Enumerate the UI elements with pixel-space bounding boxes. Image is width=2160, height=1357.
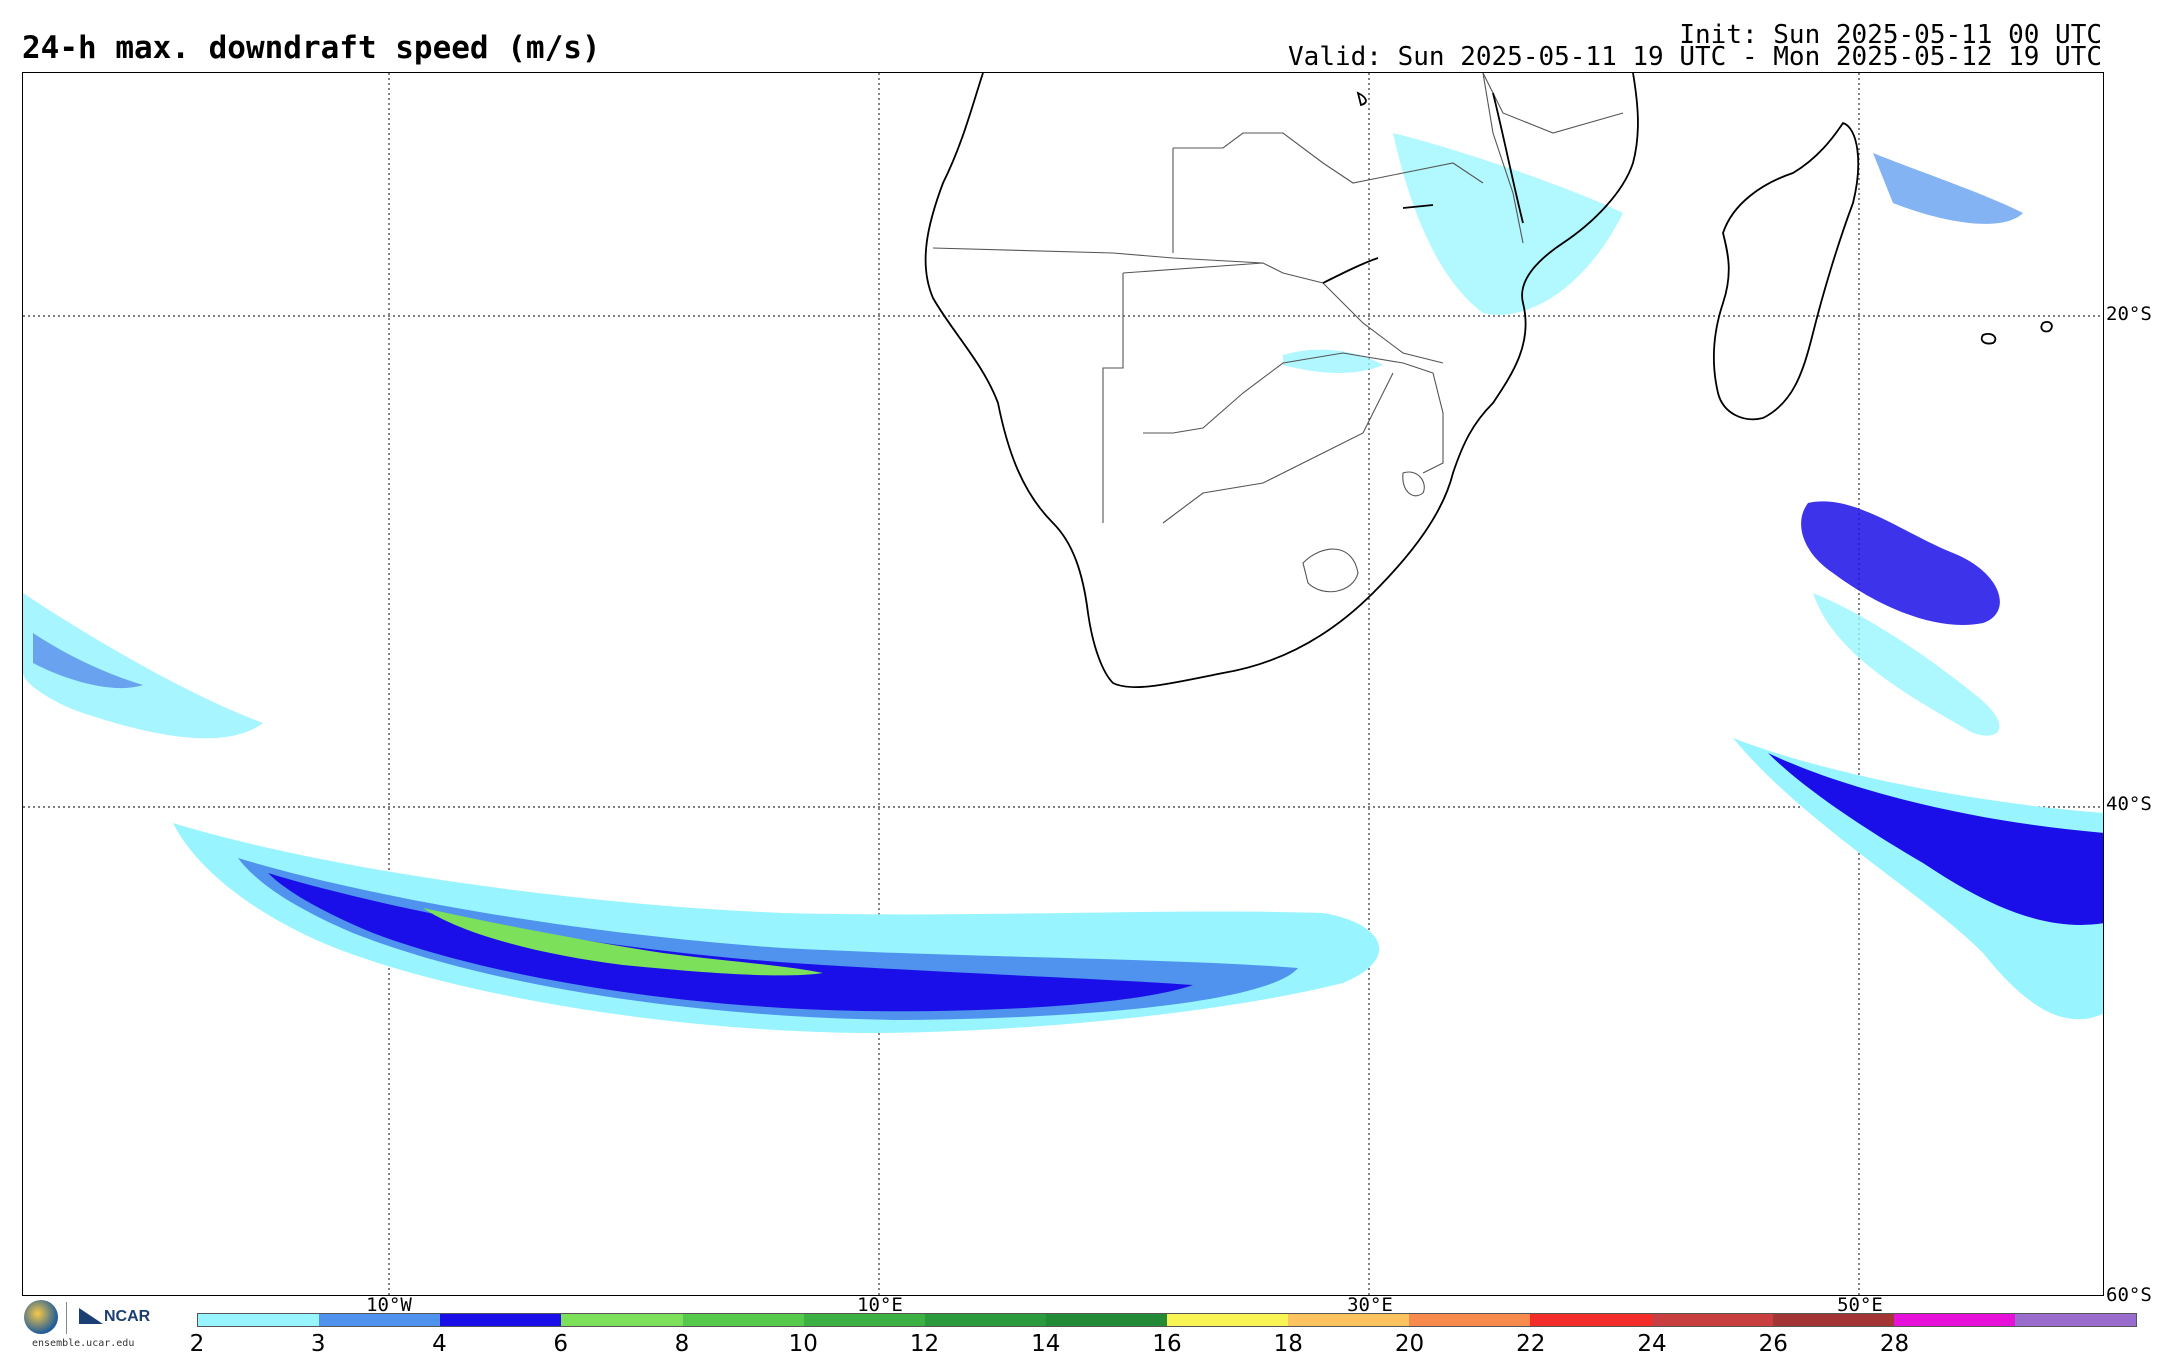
downdraft-field-south-atlantic bbox=[173, 823, 1380, 1033]
colorbar-tick-label: 12 bbox=[909, 1331, 940, 1357]
colorbar-tick-label: 24 bbox=[1637, 1331, 1667, 1357]
colorbar-segment bbox=[1045, 1314, 1167, 1326]
reunion-island bbox=[1980, 333, 1997, 345]
border-namibia-north bbox=[1122, 262, 1324, 284]
border-zimbabwe bbox=[1322, 282, 1444, 364]
colorbar bbox=[197, 1313, 2137, 1327]
field-cyan-madagascar-tail bbox=[1813, 593, 2000, 736]
downdraft-field-indian-ocean bbox=[1733, 153, 2103, 1020]
lon-label-10w: 10°W bbox=[366, 1294, 412, 1316]
colorbar-tick-label: 16 bbox=[1152, 1331, 1182, 1357]
colorbar-segment bbox=[1167, 1314, 1289, 1326]
border-botswana bbox=[1143, 352, 1434, 434]
colorbar-segment bbox=[1651, 1314, 1773, 1326]
colorbar-tick-label: 26 bbox=[1758, 1331, 1788, 1357]
colorbar-segment bbox=[440, 1314, 562, 1326]
colorbar-tick-label: 18 bbox=[1273, 1331, 1303, 1357]
border-mozambique bbox=[1422, 372, 1444, 474]
field-cyan-west bbox=[23, 593, 263, 739]
downdraft-field-west-atlantic bbox=[23, 593, 263, 739]
init-time: Init: Sun 2025-05-11 00 UTC bbox=[1679, 20, 2102, 50]
africa-coastline bbox=[924, 73, 1639, 689]
colorbar-segment bbox=[561, 1314, 683, 1326]
valid-time: Valid: Sun 2025-05-11 19 UTC - Mon 2025-… bbox=[1288, 42, 2102, 72]
country-borders bbox=[932, 73, 1624, 593]
colorbar-segment bbox=[198, 1314, 320, 1326]
colorbar-segment bbox=[1530, 1314, 1652, 1326]
colorbar-tick-label: 14 bbox=[1031, 1331, 1061, 1357]
lake-tanganyika-tip bbox=[1356, 91, 1367, 107]
lake-malawi bbox=[1492, 92, 1524, 224]
colorbar-tick-label: 20 bbox=[1394, 1331, 1425, 1357]
lat-label-60s: 60°S bbox=[2106, 1284, 2152, 1306]
border-south-africa bbox=[1162, 372, 1394, 524]
eswatini bbox=[1402, 471, 1425, 497]
downdraft-field-africa-coast bbox=[1283, 133, 1623, 373]
nsf-logo-icon bbox=[24, 1300, 58, 1334]
coastlines bbox=[924, 73, 2053, 689]
border-zambia bbox=[1173, 132, 1484, 184]
field-darkblue-indian bbox=[1768, 753, 2103, 925]
border-namibia-east bbox=[1102, 273, 1124, 523]
colorbar-segment bbox=[319, 1314, 441, 1326]
field-cyan-indian bbox=[1733, 738, 2103, 1020]
lake-bangweulu bbox=[1402, 204, 1434, 209]
logo-divider bbox=[66, 1302, 67, 1334]
border-tanzania bbox=[1482, 73, 1624, 134]
site-url: ensemble.ucar.edu bbox=[32, 1338, 135, 1349]
colorbar-tick-label: 8 bbox=[674, 1331, 690, 1357]
mauritius-island bbox=[2040, 321, 2053, 333]
lon-label-10e: 10°E bbox=[857, 1294, 903, 1316]
lake-kariba bbox=[1322, 257, 1379, 284]
colorbar-segment bbox=[924, 1314, 1046, 1326]
colorbar-segment bbox=[1893, 1314, 2015, 1326]
colorbar-tick-label: 4 bbox=[432, 1331, 447, 1357]
colorbar-segment bbox=[803, 1314, 925, 1326]
lat-label-20s: 20°S bbox=[2106, 303, 2152, 325]
field-cyan-botswana bbox=[1283, 349, 1383, 373]
ncar-logo-text: NCAR bbox=[104, 1308, 151, 1325]
border-malawi bbox=[1482, 73, 1524, 244]
lakes bbox=[1322, 91, 1524, 284]
map-title: 24-h max. downdraft speed (m/s) bbox=[22, 30, 601, 66]
field-blue-west-speckle bbox=[33, 633, 143, 689]
border-angola-south bbox=[932, 247, 1264, 264]
colorbar-tick-label: 6 bbox=[553, 1331, 569, 1357]
map-panel[interactable] bbox=[22, 72, 2104, 1296]
colorbar-segment bbox=[2014, 1314, 2136, 1326]
colorbar-tick-label: 2 bbox=[189, 1331, 205, 1357]
lon-label-50e: 50°E bbox=[1837, 1294, 1883, 1316]
map-canvas bbox=[23, 73, 2103, 1295]
field-green-atlantic bbox=[423, 908, 823, 976]
field-scatter-madagascar bbox=[1801, 501, 2000, 625]
colorbar-tick-label: 3 bbox=[310, 1331, 326, 1357]
field-scatter-ne-madagascar bbox=[1873, 153, 2023, 224]
colorbar-segment bbox=[1288, 1314, 1410, 1326]
logo-block: NCAR ensemble.ucar.edu bbox=[24, 1300, 174, 1350]
ncar-logo-icon bbox=[79, 1308, 103, 1324]
lesotho bbox=[1302, 548, 1359, 593]
field-darkblue-atlantic bbox=[268, 873, 1193, 1012]
madagascar-coastline bbox=[1712, 122, 1860, 421]
field-cyan-mozambique bbox=[1393, 133, 1623, 315]
colorbar-tick-label: 28 bbox=[1879, 1331, 1910, 1357]
colorbar-segment bbox=[682, 1314, 804, 1326]
colorbar-tick-label: 22 bbox=[1516, 1331, 1546, 1357]
graticule bbox=[23, 73, 2103, 1295]
lat-label-40s: 40°S bbox=[2106, 793, 2152, 815]
colorbar-segment bbox=[1409, 1314, 1531, 1326]
colorbar-segment bbox=[1772, 1314, 1894, 1326]
colorbar-tick-label: 10 bbox=[788, 1331, 818, 1357]
lon-label-30e: 30°E bbox=[1347, 1294, 1393, 1316]
